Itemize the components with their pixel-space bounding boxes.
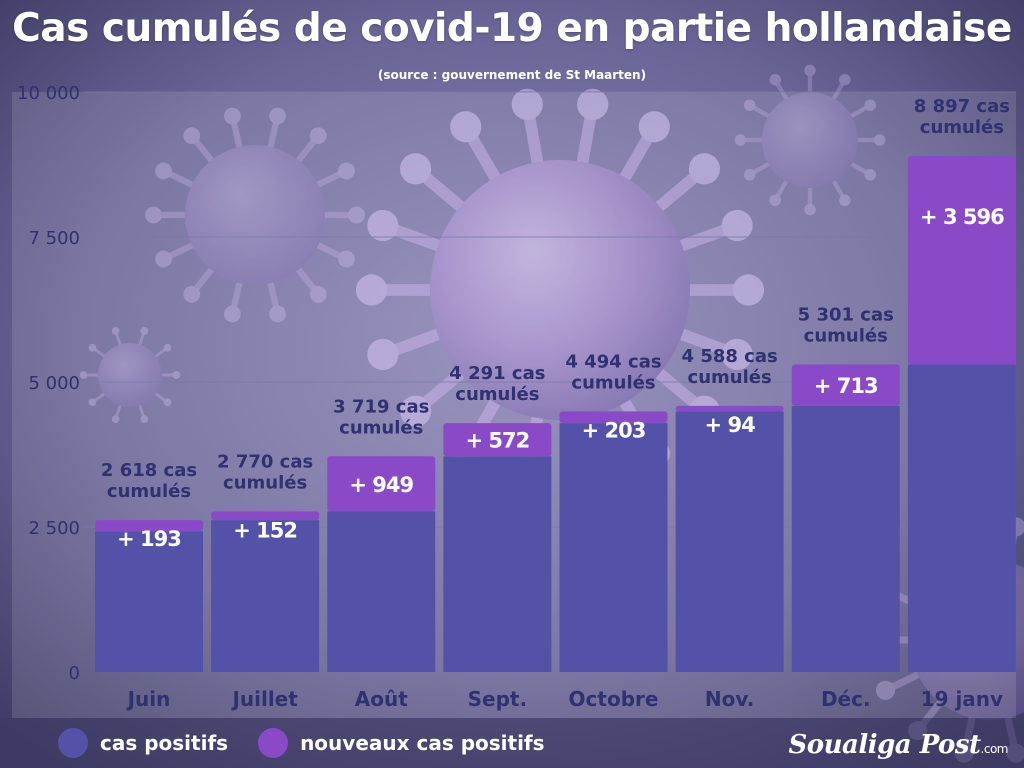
total-data-label: cumulés xyxy=(455,384,539,405)
x-category-label: Sept. xyxy=(468,687,527,711)
increment-data-label: + 3 596 xyxy=(920,205,1004,229)
soualiga-post-logo: Soualiga Post.com xyxy=(789,730,1009,760)
x-category-label: 19 janv xyxy=(921,687,1003,711)
bar-new-segment xyxy=(907,155,1016,365)
chart-legend: cas positifs nouveaux cas positifs xyxy=(58,728,575,758)
total-data-label: 8 897 cas xyxy=(914,96,1010,117)
x-category-label: Octobre xyxy=(569,687,659,711)
y-tick-label: 10 000 xyxy=(17,83,80,104)
total-data-label: cumulés xyxy=(339,417,423,438)
chart-subtitle: (source : gouvernement de St Maarten) xyxy=(377,68,647,82)
bar-new-segment xyxy=(327,456,436,512)
y-tick-label: 7 500 xyxy=(28,228,80,249)
total-data-label: cumulés xyxy=(804,326,888,347)
y-tick-label: 5 000 xyxy=(28,373,80,394)
total-data-label: 4 291 cas xyxy=(449,363,545,384)
bar-positive-segment xyxy=(211,520,320,672)
legend-item-new: nouveaux cas positifs xyxy=(258,728,545,758)
increment-data-label: + 713 xyxy=(814,374,878,398)
x-category-label: Nov. xyxy=(705,687,754,711)
y-tick-label: 0 xyxy=(69,663,80,684)
bar-new-segment xyxy=(791,364,900,406)
bar-new-segment xyxy=(211,511,320,521)
increment-data-label: + 949 xyxy=(349,473,413,497)
total-data-label: 3 719 cas xyxy=(333,396,429,417)
bar-positive-segment xyxy=(95,531,203,672)
bar-positive-segment xyxy=(907,364,1016,672)
total-data-label: cumulés xyxy=(920,117,1004,138)
x-category-label: Juin xyxy=(126,687,171,711)
bar-positive-segment xyxy=(675,411,784,672)
total-data-label: 2 770 cas xyxy=(217,451,313,472)
legend-swatch-new xyxy=(258,728,289,758)
logo-suffix: .com xyxy=(980,742,1009,756)
total-data-label: 4 494 cas xyxy=(565,351,661,372)
total-data-label: 4 588 cas xyxy=(682,346,778,367)
legend-item-positive: cas positifs xyxy=(58,728,228,758)
chart-title: Cas cumulés de covid-19 en partie hollan… xyxy=(12,6,1012,51)
bar-positive-segment xyxy=(791,405,900,672)
y-tick-label: 2 500 xyxy=(28,518,80,539)
total-data-label: cumulés xyxy=(688,367,772,388)
bar-new-segment xyxy=(443,423,552,457)
total-data-label: 2 618 cas xyxy=(101,460,197,481)
increment-data-label: + 94 xyxy=(705,413,756,437)
logo-name: Soualiga Post xyxy=(788,730,982,760)
increment-data-label: + 572 xyxy=(466,429,530,453)
legend-label-new: nouveaux cas positifs xyxy=(300,731,545,755)
legend-label-positive: cas positifs xyxy=(100,731,229,755)
bar-new-segment xyxy=(675,405,784,412)
x-category-label: Juillet xyxy=(230,687,298,711)
total-data-label: cumulés xyxy=(223,472,307,493)
legend-swatch-positive xyxy=(58,728,88,758)
increment-data-label: + 203 xyxy=(582,418,646,442)
x-category-label: Déc. xyxy=(821,687,871,711)
bar-positive-segment xyxy=(559,423,668,672)
bar-positive-segment xyxy=(327,511,436,672)
x-category-label: Août xyxy=(355,687,408,711)
bar-new-segment xyxy=(559,411,668,424)
total-data-label: 5 301 cas xyxy=(798,305,894,326)
increment-data-label: + 152 xyxy=(233,518,297,542)
bar-new-segment xyxy=(95,520,203,532)
total-data-label: cumulés xyxy=(107,481,191,502)
total-data-label: cumulés xyxy=(571,372,655,393)
bar-positive-segment xyxy=(443,456,552,672)
increment-data-label: + 193 xyxy=(117,527,181,551)
